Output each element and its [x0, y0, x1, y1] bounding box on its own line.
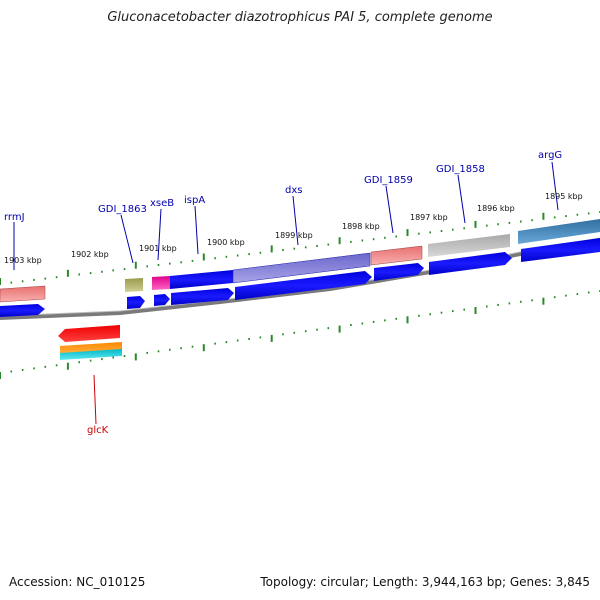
feature-xseb-annotation [152, 276, 170, 290]
feature-gdi1858-annotation [428, 234, 510, 257]
tick-label: 1895 kbp [545, 192, 583, 201]
gene-label-xseb: xseB [150, 198, 174, 209]
leader-gdi1863 [120, 214, 134, 264]
tick-label: 1897 kbp [410, 213, 448, 222]
gene-label-gdi1859: GDI_1859 [364, 175, 413, 186]
cds-arrow-dxs [235, 271, 372, 300]
backbone [0, 238, 600, 320]
cds-arrow-ispa [171, 288, 234, 305]
leader-ispa [194, 205, 199, 255]
genome-summary: Topology: circular; Length: 3,944,163 bp… [260, 575, 590, 589]
tick-labels: 1903 kbp 1902 kbp 1901 kbp 1900 kbp 1899… [4, 192, 583, 265]
leader-glck [93, 374, 97, 425]
leader-argg [551, 161, 559, 211]
gene-label-ispa: ispA [184, 195, 205, 206]
tick-label: 1901 kbp [139, 244, 177, 253]
feature-argg-annotation [518, 219, 600, 244]
feature-rrmj-annotation [0, 285, 46, 303]
gene-label-dxs: dxs [285, 185, 302, 196]
feature-ispa-annotation [170, 270, 233, 289]
feature-glck-cyan [60, 349, 122, 360]
tick-label: 1900 kbp [207, 238, 245, 247]
gene-label-argg: argG [538, 150, 562, 161]
cds-arrow-xseb [154, 294, 170, 306]
leader-dxs [292, 195, 299, 246]
cds-arrow-gdi1858 [429, 252, 512, 275]
tick-label: 1898 kbp [342, 222, 380, 231]
tick-label: 1896 kbp [477, 204, 515, 213]
reverse-tick-ruler [0, 290, 600, 379]
tick-label: 1903 kbp [4, 256, 42, 265]
leader-gdi1859 [385, 185, 394, 234]
feature-gdi1859-annotation [370, 245, 423, 266]
cds-arrow-argg [521, 238, 600, 262]
cds-arrow-gdi1859 [374, 263, 424, 281]
feature-dxs-annotation [232, 252, 371, 284]
cds-arrow-gdi1863 [127, 296, 145, 309]
leader-gdi1858 [457, 174, 466, 224]
map-title: Gluconacetobacter diazotrophicus PAI 5, … [107, 10, 493, 25]
leader-xseb [157, 208, 162, 261]
gene-label-gdi1863: GDI_1863 [98, 204, 147, 215]
tick-label: 1902 kbp [71, 250, 109, 259]
gene-label-glck: glcK [87, 425, 109, 436]
feature-gdi1863-annotation [125, 278, 143, 292]
forward-tick-ruler [0, 211, 600, 285]
tick-label: 1899 kbp [275, 231, 313, 240]
accession-label: Accession: NC_010125 [9, 575, 146, 589]
gene-labels: rrmJ GDI_1863 xseB ispA dxs GDI_1859 GDI… [4, 150, 562, 436]
gene-label-rrmj: rrmJ [4, 212, 25, 223]
cds-arrow-rrmj [0, 304, 45, 317]
gene-label-gdi1858: GDI_1858 [436, 164, 485, 175]
label-leaders [13, 161, 559, 425]
feature-glck-red [58, 325, 120, 342]
